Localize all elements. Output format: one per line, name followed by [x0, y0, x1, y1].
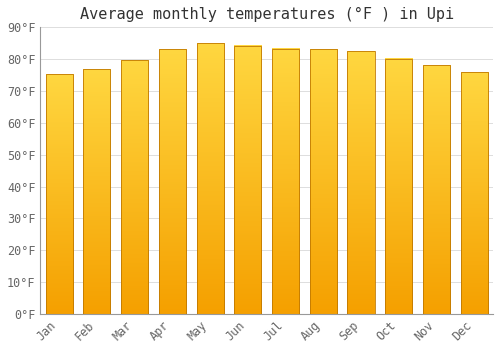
Bar: [46, 75, 73, 314]
Bar: [121, 60, 148, 314]
Bar: [423, 65, 450, 314]
Title: Average monthly temperatures (°F ) in Upi: Average monthly temperatures (°F ) in Up…: [80, 7, 454, 22]
Bar: [460, 72, 488, 314]
Bar: [310, 49, 337, 314]
Bar: [84, 69, 110, 314]
Bar: [159, 49, 186, 314]
Bar: [385, 58, 412, 314]
Bar: [272, 49, 299, 314]
Bar: [234, 46, 262, 314]
Bar: [348, 51, 374, 314]
Bar: [196, 43, 224, 314]
